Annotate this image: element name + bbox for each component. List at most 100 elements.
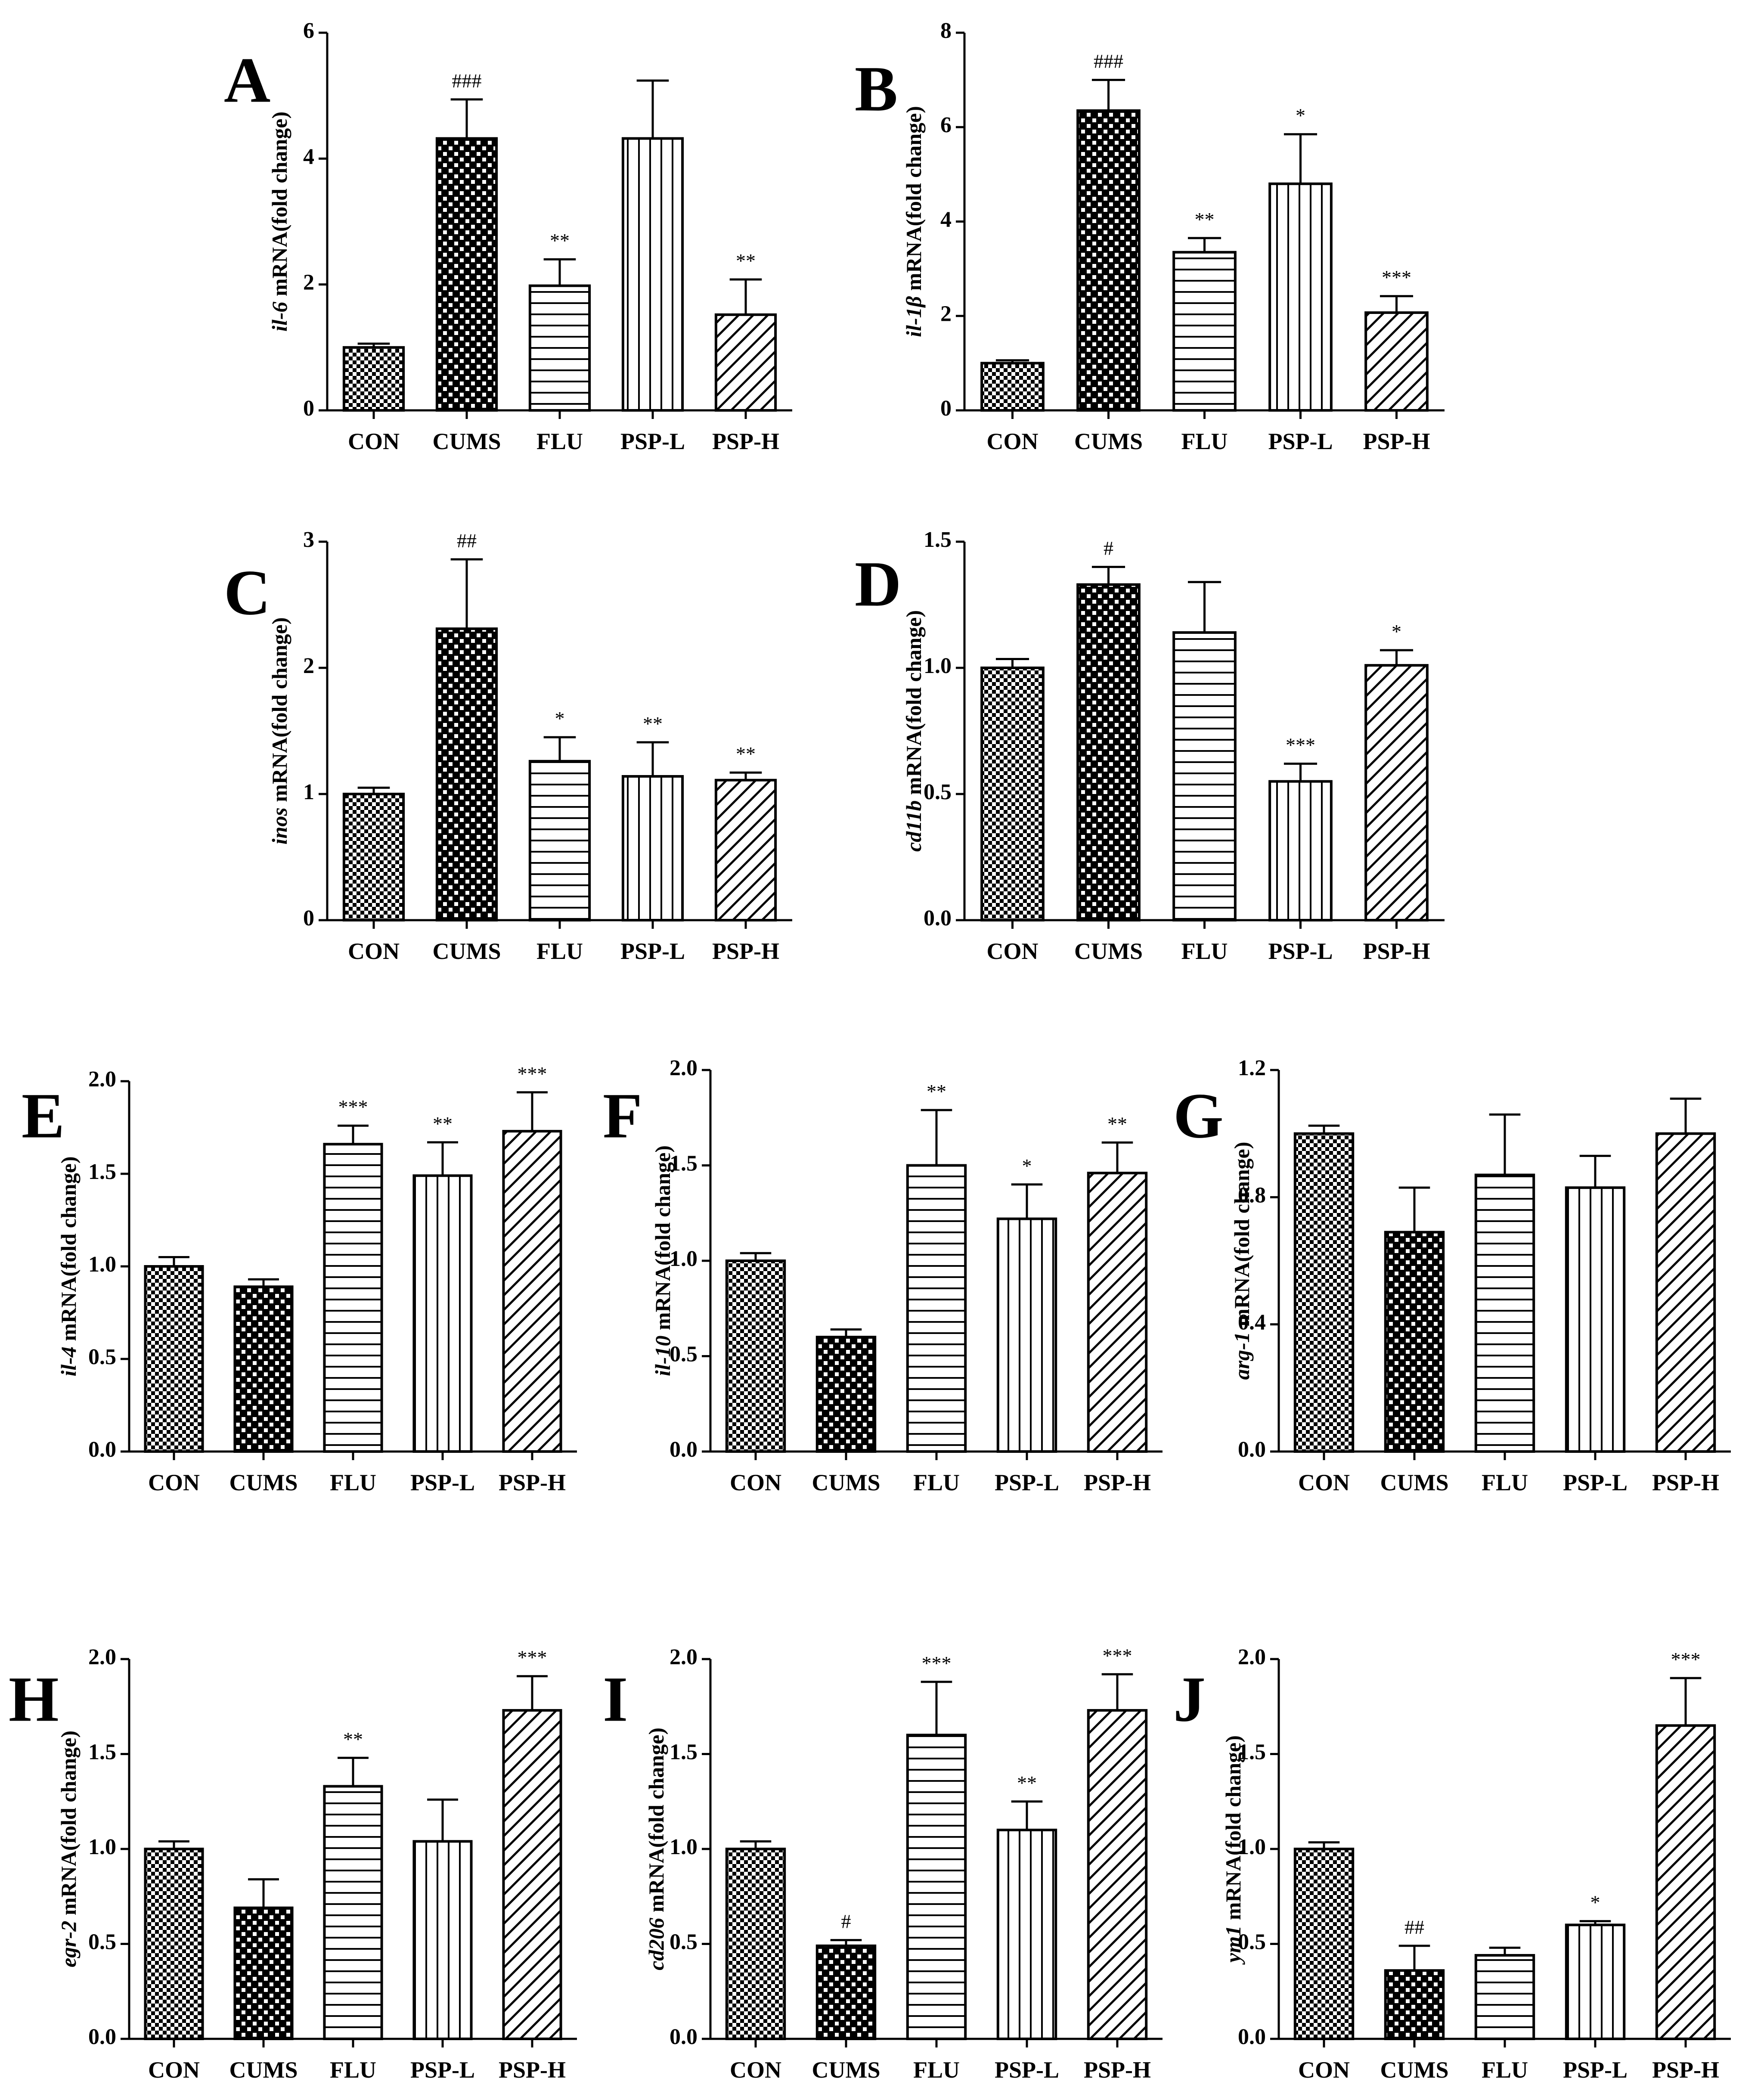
x-tick-label: CON [148, 1470, 200, 1495]
y-axis-label-gene: il-10 [651, 1336, 675, 1376]
bar-psp-l [996, 1217, 1057, 1453]
y-axis-label: il-10 mRNA(fold change) [651, 1145, 675, 1376]
x-tick-label: PSP-H [1363, 938, 1430, 964]
y-axis-label: cd206 mRNA(fold change) [644, 1728, 668, 1970]
significance-label: ** [1195, 208, 1215, 230]
bar-flu [323, 1785, 383, 2041]
x-tick-label: CON [730, 2057, 781, 2083]
bar-psp-h [1087, 1172, 1148, 1453]
y-tick-label: 1.0 [670, 1247, 698, 1271]
y-axis-label: il-4 mRNA(fold change) [56, 1156, 81, 1376]
bar-cums [815, 1944, 877, 2041]
significance-label: * [1392, 620, 1401, 642]
significance-label: ### [1094, 50, 1123, 72]
y-tick-label: 0.4 [1238, 1310, 1266, 1335]
y-tick-label: 1.5 [1238, 1740, 1266, 1764]
bar-psp-h [714, 779, 777, 922]
y-axis-label-unit: mRNA(fold change) [56, 1731, 81, 1921]
y-tick-label: 1.5 [670, 1151, 698, 1176]
significance-label: ### [452, 70, 482, 92]
y-tick-label: 1.0 [1238, 1835, 1266, 1859]
y-tick-label: 0.8 [1238, 1183, 1266, 1207]
bar-flu [1474, 1173, 1535, 1453]
y-axis-label: arg-1 mRNA(fold change) [1230, 1142, 1254, 1380]
x-tick-label: FLU [330, 1470, 376, 1495]
x-tick-label: FLU [913, 2057, 960, 2083]
panel-b: B 0 2 4 6 8 il-1β mRNA(fold change) CON CUMS ### F… [855, 19, 1445, 454]
significance-label: *** [518, 1647, 547, 1669]
significance-label: *** [1103, 1644, 1132, 1666]
y-axis-label: cd11b mRNA(fold change) [902, 610, 926, 852]
x-tick-label: CUMS [1074, 428, 1143, 454]
significance-label: *** [1286, 734, 1315, 756]
x-tick-label: PSP-L [410, 2057, 475, 2083]
bar-cums [1076, 109, 1141, 412]
bar-con [725, 1259, 786, 1453]
y-axis-label-unit: mRNA(fold change) [651, 1145, 675, 1336]
x-tick-label: CON [348, 428, 400, 454]
y-tick-label: 0.0 [1238, 2025, 1266, 2049]
y-tick-label: 1.5 [88, 1740, 116, 1764]
y-axis-label: egr-2 mRNA(fold change) [56, 1731, 81, 1967]
bar-flu [528, 760, 591, 921]
y-tick-label: 1.5 [924, 527, 952, 552]
significance-label: ** [343, 1728, 363, 1750]
x-tick-label: CUMS [1074, 938, 1143, 964]
y-tick-label: 3 [303, 527, 314, 552]
y-axis-label-unit: mRNA(fold change) [1230, 1142, 1254, 1332]
significance-label: ## [457, 530, 477, 552]
panel-letter: D [855, 548, 901, 620]
significance-label: # [1104, 537, 1113, 559]
significance-label: ** [1017, 1772, 1037, 1794]
x-tick-label: PSP-H [1084, 1470, 1151, 1495]
panel-d: D 0.0 0.5 1.0 1.5 cd11b mRNA(fold change) CON C… [855, 527, 1445, 964]
y-axis-label-gene: il-1β [902, 296, 926, 337]
bar-cums [435, 627, 498, 922]
y-tick-label: 0.5 [670, 1342, 698, 1366]
x-tick-label: FLU [1482, 1470, 1528, 1495]
y-tick-label: 4 [940, 207, 952, 232]
y-axis-label: il-1β mRNA(fold change) [902, 106, 926, 337]
significance-label: * [1296, 105, 1305, 127]
y-axis-label-unit: mRNA(fold change) [902, 106, 926, 296]
x-tick-label: PSP-L [995, 2057, 1059, 2083]
x-tick-label: PSP-H [1363, 428, 1430, 454]
bar-con [1293, 1132, 1355, 1453]
y-tick-label: 2 [940, 302, 952, 326]
bar-cums [435, 137, 498, 412]
bar-psp-l [1268, 182, 1333, 412]
panel-letter: G [1173, 1080, 1224, 1151]
significance-label: * [1590, 1892, 1600, 1914]
panel-e: E 0.0 0.5 1.0 1.5 2.0 il-4 mRNA(fold change) CO… [22, 1063, 577, 1495]
panel-j: J 0.0 0.5 1.0 1.5 2.0 ym1 mRNA(fold change) CON… [1173, 1645, 1731, 2083]
panel-letter: E [22, 1080, 65, 1151]
significance-label: * [1022, 1155, 1032, 1177]
bar-con [1293, 1848, 1355, 2040]
significance-label: ** [643, 713, 663, 735]
significance-label: * [555, 707, 565, 729]
y-tick-label: 0.0 [670, 2025, 698, 2049]
bar-con [980, 667, 1045, 921]
y-axis-label: ym1 mRNA(fold change) [1221, 1735, 1245, 1965]
significance-label: *** [1382, 267, 1411, 288]
bar-con [342, 346, 405, 412]
panel-letter: A [224, 44, 270, 116]
panel-letter: C [224, 557, 270, 628]
panel-g: G 0.0 0.4 0.8 1.2 arg-1 mRNA(fold change) CON C… [1173, 1056, 1731, 1495]
y-tick-label: 2.0 [670, 1645, 698, 1669]
x-tick-label: PSP-L [620, 428, 685, 454]
x-tick-label: FLU [1181, 938, 1228, 964]
bar-flu [1474, 1954, 1535, 2040]
y-tick-label: 4 [303, 144, 314, 169]
x-tick-label: FLU [913, 1470, 960, 1495]
bar-psp-h [1364, 311, 1429, 412]
y-tick-label: 0.5 [1238, 1929, 1266, 1954]
y-axis-label-unit: mRNA(fold change) [644, 1728, 668, 1918]
y-tick-label: 6 [303, 19, 314, 43]
bar-flu [906, 1164, 967, 1453]
bar-psp-l [1565, 1186, 1626, 1453]
x-tick-label: PSP-L [1563, 1470, 1628, 1495]
y-tick-label: 0.0 [88, 1437, 116, 1462]
y-tick-label: 0 [303, 396, 314, 421]
y-axis-label: il-6 mRNA(fold change) [267, 112, 291, 332]
